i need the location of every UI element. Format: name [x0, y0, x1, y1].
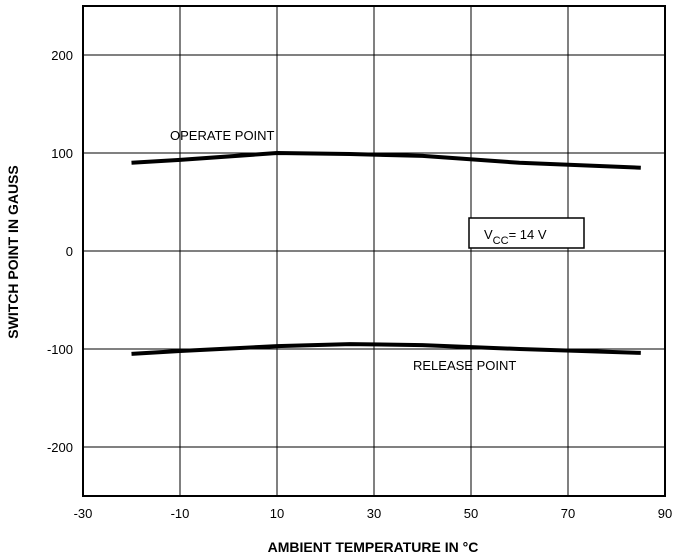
- vcc-annotation-box: [468, 217, 585, 249]
- x-tick-label: 30: [367, 506, 381, 521]
- x-axis-title: AMBIENT TEMPERATURE IN °C: [268, 539, 479, 555]
- x-tick-label: 50: [464, 506, 478, 521]
- release-point-line: [131, 342, 641, 356]
- x-tick-label: 90: [658, 506, 672, 521]
- vcc-annotation-text: VCC= 14 V: [484, 227, 547, 247]
- vcc-prefix: V: [484, 227, 493, 242]
- x-tick-label: -10: [171, 506, 190, 521]
- y-tick-label: -200: [47, 440, 73, 455]
- series-label-release-point: RELEASE POINT: [413, 358, 516, 373]
- x-tick-label: 10: [270, 506, 284, 521]
- vcc-suffix: = 14 V: [509, 227, 547, 242]
- vcc-annotation: VCC= 14 V: [468, 217, 585, 249]
- tick-labels: -30 -10 10 30 50 70 90 -200 -100 0 100 200: [47, 48, 672, 521]
- y-axis-title: SWITCH POINT IN GAUSS: [5, 165, 21, 338]
- plot-frame: [82, 5, 666, 497]
- x-tick-label: -30: [74, 506, 93, 521]
- series-label-operate-point: OPERATE POINT: [170, 128, 275, 143]
- x-tick-label: 70: [561, 506, 575, 521]
- y-tick-label: 0: [66, 244, 73, 259]
- vcc-subscript: CC: [493, 235, 509, 247]
- series-group: [131, 151, 641, 356]
- y-tick-label: -100: [47, 342, 73, 357]
- y-tick-label: 200: [51, 48, 73, 63]
- operate-point-line: [131, 151, 641, 170]
- grid-lines: [83, 6, 665, 496]
- y-tick-label: 100: [51, 146, 73, 161]
